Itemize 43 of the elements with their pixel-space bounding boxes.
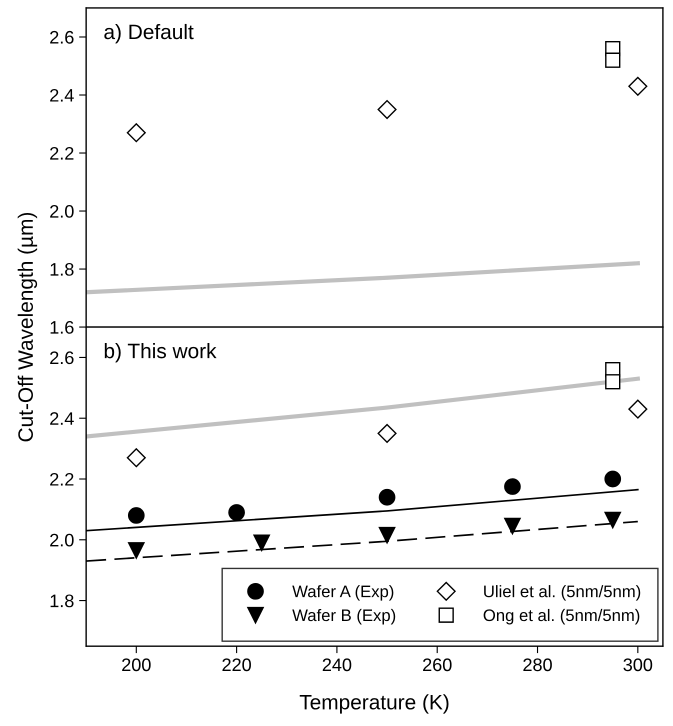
legend-label: Wafer B (Exp) bbox=[292, 608, 396, 624]
y-tick-label: 1.8 bbox=[50, 594, 74, 608]
y-tick-label: 2.0 bbox=[50, 204, 74, 218]
x-tick-label: 240 bbox=[322, 658, 352, 672]
y-tick-label: 2.4 bbox=[50, 88, 74, 102]
point bbox=[628, 76, 648, 96]
point bbox=[378, 424, 397, 443]
point bbox=[378, 526, 396, 544]
text: b) This work bbox=[104, 343, 217, 362]
point bbox=[128, 542, 145, 559]
x-tick-label: 200 bbox=[122, 658, 151, 672]
x-tick-label: 300 bbox=[623, 658, 652, 672]
legend-label: Uliel et al. (5nm/5nm) bbox=[484, 585, 640, 601]
point bbox=[253, 534, 270, 552]
x-axis-title: Temperature (K) bbox=[300, 694, 448, 714]
y-tick-label: 2.0 bbox=[50, 534, 74, 546]
point bbox=[605, 374, 620, 390]
legend-label: Ong et al. (5nm/5nm) bbox=[484, 608, 640, 624]
y-tick-label: 2.4 bbox=[50, 412, 74, 425]
y-tick-label: 2.6 bbox=[50, 30, 74, 44]
text: a) Default bbox=[104, 24, 194, 44]
point bbox=[378, 100, 397, 120]
x-tick-label: 220 bbox=[222, 658, 251, 672]
y-tick-label: 2.2 bbox=[50, 472, 74, 486]
x-tick-label: 280 bbox=[523, 658, 552, 672]
y-tick-label: 1.6 bbox=[50, 320, 74, 334]
point bbox=[378, 488, 396, 506]
point bbox=[228, 504, 245, 521]
legend-label: Wafer A (Exp) bbox=[292, 585, 394, 601]
point bbox=[605, 52, 620, 68]
y-axis-title: Cut-Off Wavelength (µm) bbox=[18, 212, 38, 442]
point bbox=[128, 507, 145, 524]
point bbox=[126, 448, 146, 468]
point bbox=[126, 123, 146, 142]
point bbox=[504, 478, 521, 495]
y-tick-label: 1.8 bbox=[50, 262, 74, 276]
point bbox=[604, 512, 622, 528]
y-tick-label: 2.2 bbox=[50, 146, 74, 160]
point bbox=[604, 470, 622, 488]
point bbox=[628, 400, 648, 419]
point bbox=[504, 518, 521, 534]
y-tick-label: 2.6 bbox=[50, 351, 74, 364]
x-tick-label: 260 bbox=[423, 658, 452, 672]
